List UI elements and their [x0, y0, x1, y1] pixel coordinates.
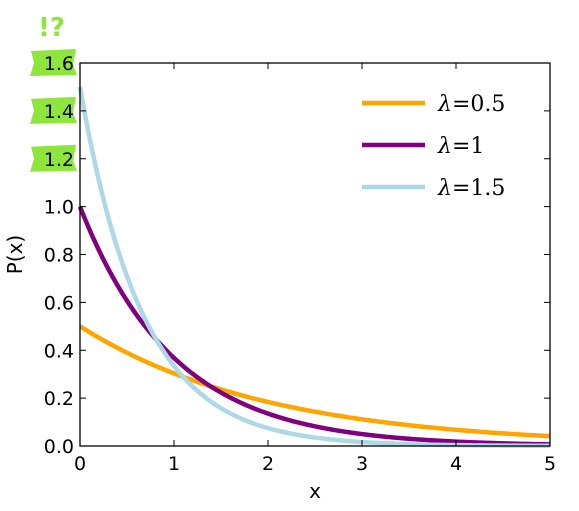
legend-value: =0.5 [452, 92, 505, 117]
legend-symbol: λ [437, 134, 452, 159]
legend-label: λ=0.5 [437, 92, 505, 117]
y-tick-label: 0.4 [44, 340, 74, 362]
x-tick-label: 4 [450, 453, 462, 475]
x-tick-label: 3 [356, 453, 368, 475]
legend-value: =1.5 [452, 176, 505, 201]
legend-symbol: λ [437, 176, 452, 201]
tick-highlight [30, 49, 77, 76]
y-tick-label: 1.4 [44, 101, 74, 123]
y-tick-label: 0.6 [44, 292, 74, 314]
y-tick-label: 1.2 [44, 149, 74, 171]
y-tick-label: 0.2 [44, 388, 74, 410]
y-tick-label: 0.0 [44, 436, 74, 458]
series-line [78, 324, 551, 439]
x-tick-label: 5 [544, 453, 556, 475]
y-axis-label: P(x) [3, 235, 27, 275]
x-axis-label: x [309, 479, 321, 503]
legend-value: =1 [452, 134, 484, 159]
series-line [77, 86, 551, 449]
y-tick-label: 1.0 [44, 197, 74, 219]
x-tick-label: 2 [262, 453, 274, 475]
legend: λ=0.5λ=1λ=1.5 [362, 92, 505, 201]
annotation-mark: !? [38, 13, 65, 43]
series-curves [77, 86, 551, 449]
x-tick-label: 1 [168, 453, 180, 475]
tick-highlights [30, 49, 77, 172]
y-tick-label: 1.6 [44, 53, 74, 75]
plot-frame [79, 62, 551, 447]
y-tick-label: 0.8 [44, 245, 74, 267]
legend-label: λ=1.5 [437, 176, 505, 201]
axis-ticks: 0 1 2 3 4 5 0.0 0.2 0.4 0.6 0.8 1.0 1.2 1.4 1.6 [44, 53, 556, 475]
tick-highlight [30, 144, 77, 172]
legend-symbol: λ [437, 92, 452, 117]
x-tick-label: 0 [74, 453, 86, 475]
tick-highlight [30, 96, 77, 124]
legend-label: λ=1 [437, 134, 484, 159]
